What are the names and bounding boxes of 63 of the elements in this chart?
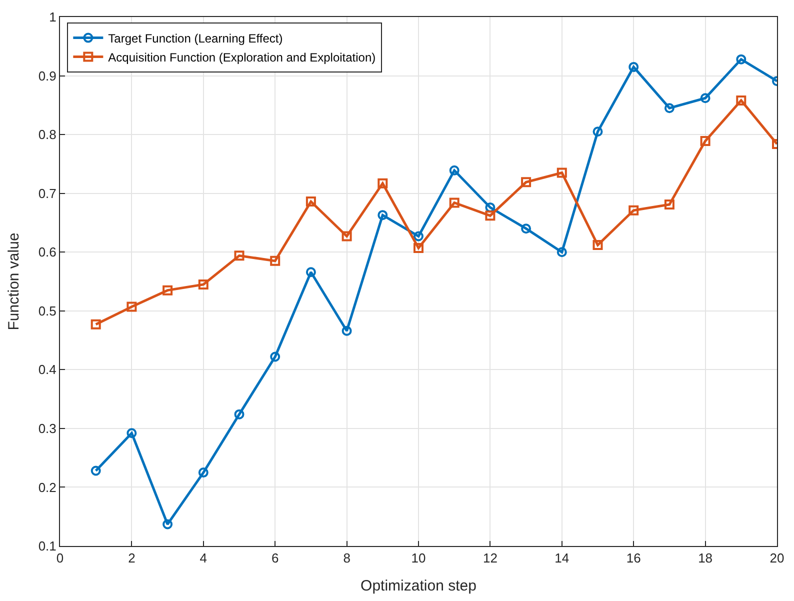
point [556, 247, 567, 258]
point [90, 466, 101, 476]
x-tick-label: 4 [200, 550, 208, 566]
point [628, 205, 639, 216]
point [306, 267, 316, 278]
x-tick-label: 14 [554, 550, 570, 566]
x-tick-label: 8 [343, 550, 350, 566]
point [485, 210, 496, 221]
point [90, 319, 101, 330]
point [556, 168, 567, 178]
x-tick-label: 6 [271, 550, 279, 566]
y-tick-label: 0.5 [38, 303, 56, 318]
point [270, 256, 280, 266]
x-tick-label: 20 [770, 550, 784, 566]
point [700, 136, 710, 146]
point [449, 165, 460, 176]
y-tick-label: 0.3 [38, 420, 56, 436]
legend-label: Acquisition Function (Exploration and Exploitation) [108, 50, 376, 64]
y-axis-title: Function value [6, 232, 23, 330]
point [198, 468, 208, 478]
point [485, 202, 496, 212]
point [664, 103, 674, 114]
point [414, 231, 424, 242]
point [198, 279, 208, 290]
point [736, 54, 746, 64]
point [342, 326, 352, 336]
point [414, 243, 424, 253]
y-tick-label: 0.2 [38, 480, 56, 495]
y-tick-label: 0.1 [38, 538, 56, 554]
point [270, 352, 280, 362]
x-tick-label: 0 [56, 550, 64, 566]
point [234, 409, 244, 420]
point [306, 196, 316, 207]
point [521, 177, 532, 188]
y-tick-label: 0.8 [38, 127, 56, 142]
point [449, 198, 460, 208]
point [700, 93, 710, 104]
point [378, 210, 388, 220]
x-axis-title: Optimization step [360, 578, 476, 595]
x-tick-label: 18 [698, 550, 713, 566]
x-tick-label: 16 [626, 550, 641, 566]
point [234, 250, 244, 261]
point [592, 240, 603, 250]
legend-label: Target Function (Learning Effect) [108, 31, 283, 46]
point [592, 126, 603, 137]
point [162, 519, 173, 530]
y-tick-label: 0.4 [38, 362, 56, 378]
y-tick-label: 0.7 [38, 186, 56, 201]
point [162, 285, 173, 296]
x-tick-label: 12 [482, 550, 498, 566]
x-tick-label: 10 [411, 550, 426, 566]
y-tick-label: 1 [49, 10, 56, 25]
point [664, 200, 674, 210]
point [521, 224, 532, 234]
y-tick-label: 0.9 [38, 68, 56, 84]
point [342, 231, 352, 242]
y-tick-label: 0.6 [38, 244, 56, 260]
point [736, 95, 746, 106]
point [628, 62, 639, 72]
x-tick-label: 2 [128, 550, 136, 566]
point [378, 178, 388, 188]
point [126, 428, 137, 438]
point [126, 302, 137, 312]
